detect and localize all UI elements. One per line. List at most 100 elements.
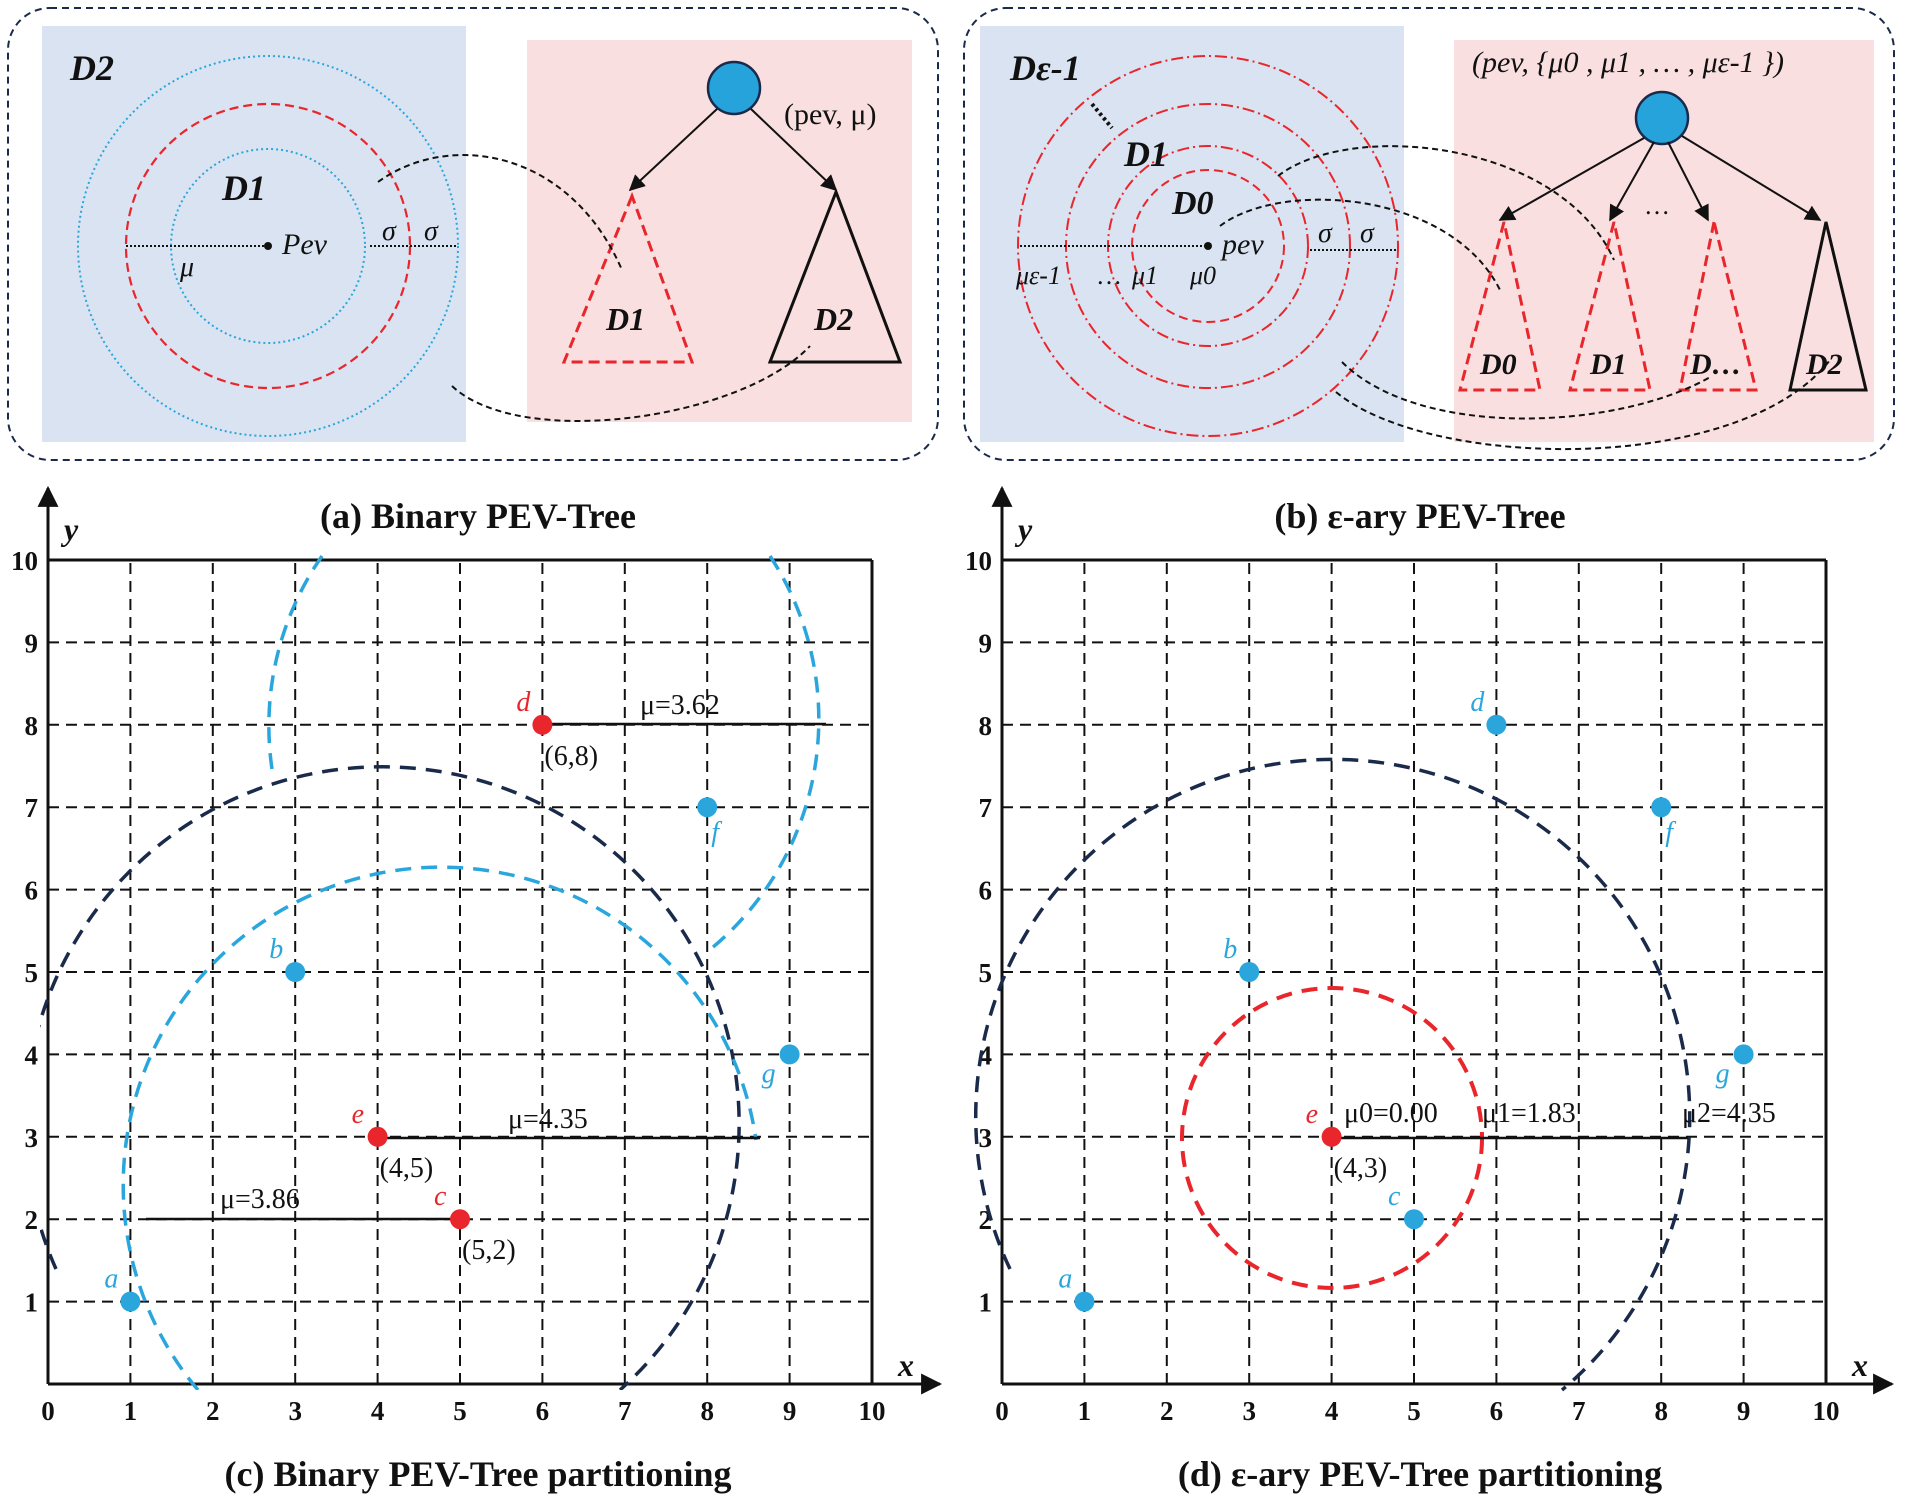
panel-a-sigma-label-2: σ xyxy=(424,216,439,247)
panel-a-mu-label: μ xyxy=(179,252,194,283)
panel-a-pev-label: Pev xyxy=(281,228,328,261)
panel-a-region-d1: D1 xyxy=(221,168,266,208)
x-tick-label: 2 xyxy=(1160,1396,1174,1426)
panel-b-mu-ellipsis: … xyxy=(1096,261,1122,290)
y-tick-label: 6 xyxy=(25,876,39,906)
point-label-c: c xyxy=(434,1181,447,1212)
y-tick-label: 6 xyxy=(979,876,993,906)
panel-d-grid xyxy=(1002,560,1826,1384)
panel-d-y-label: y xyxy=(1014,511,1033,547)
x-tick-label: 4 xyxy=(371,1396,385,1426)
panel-b-ellipsis-dots xyxy=(1090,102,1114,130)
panel-b-region-de1: Dε-1 xyxy=(1009,48,1081,88)
point-label-e: e xyxy=(352,1099,364,1130)
panel-b-link-d0 xyxy=(1219,198,1501,291)
panel-a-subtree-d1 xyxy=(561,191,695,364)
panel-a-link-d2 xyxy=(451,345,811,422)
y-tick-label: 10 xyxy=(11,546,38,576)
panel-c-grid xyxy=(48,560,872,1384)
point-e xyxy=(367,1126,388,1147)
panel-a-root-node xyxy=(706,60,762,116)
panel-c-mu-text-d: μ=3.62 xyxy=(640,690,720,721)
x-tick-label: 1 xyxy=(124,1396,138,1426)
x-tick-label: 5 xyxy=(453,1396,467,1426)
panel-b-pev-label: pev xyxy=(1220,228,1264,261)
panel-a-outer-sigma-circle xyxy=(77,55,459,437)
panel-b-subtree-d0 xyxy=(1458,221,1542,392)
panel-d-x-label: x xyxy=(1851,1347,1868,1383)
point-label-g: g xyxy=(762,1058,776,1089)
panel-c-y-label: y xyxy=(60,511,79,547)
panel-c-mu-text-c: μ=3.86 xyxy=(220,1184,300,1215)
panel-b-root-node xyxy=(1634,90,1690,146)
panel-b-mu1-label: μ1 xyxy=(1131,261,1158,290)
panel-b-edge-3 xyxy=(1681,135,1822,221)
panel-b-edge-1 xyxy=(1609,141,1655,222)
point-label-g: g xyxy=(1716,1058,1730,1089)
x-tick-label: 1 xyxy=(1078,1396,1092,1426)
panel-b-subtree-d1-label: D1 xyxy=(1589,348,1627,381)
panel-d-mu1-text: μ1=1.83 xyxy=(1482,1098,1576,1129)
x-tick-label: 7 xyxy=(618,1396,632,1426)
panel-a-subtree-d2 xyxy=(767,187,903,364)
point-label-b: b xyxy=(1223,934,1237,965)
x-tick-label: 2 xyxy=(206,1396,220,1426)
x-tick-label: 0 xyxy=(995,1396,1009,1426)
panel-a-inner-sigma-circle xyxy=(170,148,366,344)
point-f xyxy=(1651,797,1672,818)
point-label-f: f xyxy=(1665,817,1676,848)
panel-a-edge-left xyxy=(628,108,718,192)
y-tick-label: 3 xyxy=(979,1123,993,1153)
x-tick-label: 9 xyxy=(783,1396,797,1426)
y-tick-label: 4 xyxy=(979,1040,993,1070)
panel-b-subtree-dn xyxy=(1678,221,1758,392)
panel-b-tree-ellipsis: … xyxy=(1644,191,1670,220)
x-tick-label: 8 xyxy=(1654,1396,1668,1426)
caption-c: (c) Binary PEV-Tree partitioning xyxy=(225,1454,732,1494)
point-coord-d: (6,8) xyxy=(544,741,598,772)
point-d xyxy=(532,714,553,735)
y-tick-label: 4 xyxy=(25,1040,39,1070)
panel-b-subtree-d1 xyxy=(1568,221,1652,392)
panel-d-points: a b c d e (4,3) f g xyxy=(1058,687,1754,1312)
caption-d: (d) ε-ary PEV-Tree partitioning xyxy=(1178,1454,1662,1494)
panel-c-x-label: x xyxy=(897,1347,914,1383)
panel-a-region-d2: D2 xyxy=(69,48,114,88)
panel-b-subtree-d2 xyxy=(1788,221,1868,392)
panel-b-e-ary-pev-tree: Dε-1 D1 D0 pev με-1 … μ1 μ0 σ σ (pev, {μ… xyxy=(963,7,1895,461)
point-coord-e: (4,3) xyxy=(1334,1153,1388,1184)
panel-a-root-tuple: (pev, μ) xyxy=(784,98,876,131)
x-tick-label: 10 xyxy=(1813,1396,1840,1426)
point-label-d: d xyxy=(1470,687,1485,718)
panel-b-region-d0: D0 xyxy=(1171,185,1214,222)
point-f xyxy=(697,797,718,818)
panel-c-binary-partitioning: x y 0 1 1 2 2 3 3 4 4 5 5 6 6 7 7 8 8 9 9 10 10 μ=3.62 μ=4.3… xyxy=(11,485,943,1426)
panel-b-subtree-d2-label: D2 xyxy=(1805,348,1843,381)
panel-c-blue-ball-e xyxy=(121,865,758,1390)
panel-b-border xyxy=(963,7,1895,461)
point-b xyxy=(285,962,306,982)
panel-c-navy-ball xyxy=(40,765,741,1390)
x-tick-label: 10 xyxy=(859,1396,886,1426)
panel-b-edge-2 xyxy=(1667,141,1709,222)
panel-b-subtree-d0-label: D0 xyxy=(1479,348,1517,381)
point-a xyxy=(1074,1291,1095,1312)
panel-b-subtree-dn-label: D… xyxy=(1689,348,1742,381)
y-tick-label: 8 xyxy=(979,711,993,741)
panel-b-root-tuple: (pev, {μ0 , μ1 , … , με-1 }) xyxy=(1472,46,1784,79)
panel-c-mu-text-e: μ=4.35 xyxy=(508,1104,588,1135)
x-tick-label: 3 xyxy=(1242,1396,1256,1426)
point-d xyxy=(1486,714,1507,735)
y-tick-label: 9 xyxy=(25,628,39,658)
panel-a-edge-right xyxy=(750,108,838,192)
x-tick-label: 5 xyxy=(1407,1396,1421,1426)
y-tick-label: 5 xyxy=(25,958,39,988)
x-tick-label: 6 xyxy=(1490,1396,1504,1426)
point-b xyxy=(1239,962,1260,982)
panel-a-subtree-d1-label: D1 xyxy=(605,301,645,337)
panel-b-link-d1 xyxy=(1277,145,1615,261)
point-coord-e: (4,5) xyxy=(380,1153,434,1184)
y-tick-label: 8 xyxy=(25,711,39,741)
